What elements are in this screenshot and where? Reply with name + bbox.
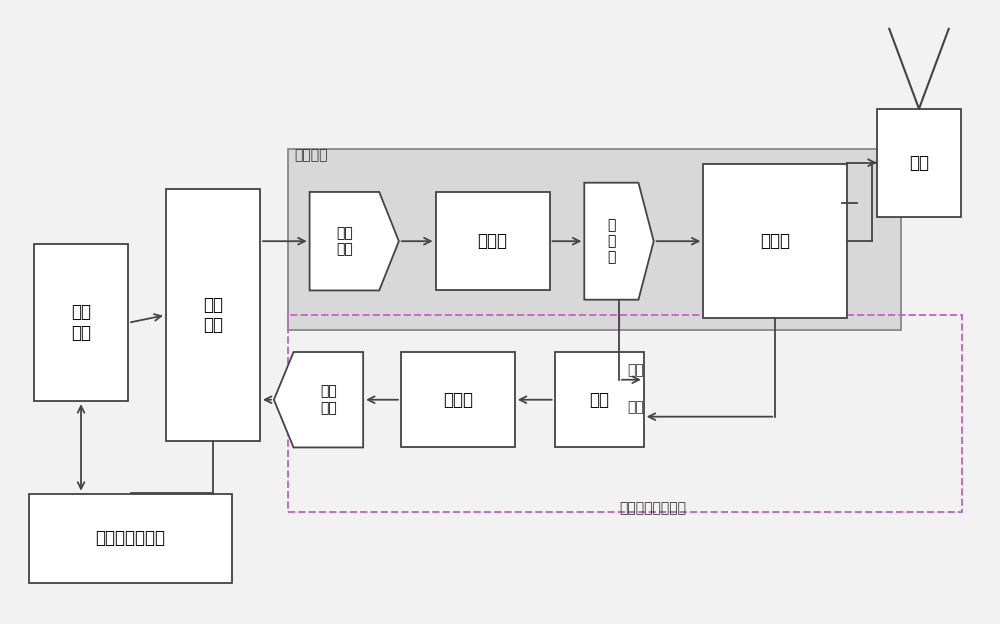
Polygon shape <box>274 352 363 447</box>
FancyBboxPatch shape <box>34 244 128 401</box>
Text: 数模
转换: 数模 转换 <box>336 226 353 256</box>
FancyBboxPatch shape <box>166 189 260 441</box>
Text: 控制
模块: 控制 模块 <box>71 303 91 342</box>
Text: 反馈: 反馈 <box>627 364 644 378</box>
Text: 混频器: 混频器 <box>443 391 473 409</box>
Text: 基带
模块: 基带 模块 <box>203 296 223 334</box>
FancyBboxPatch shape <box>29 494 232 583</box>
Polygon shape <box>584 183 654 300</box>
Text: 滤波器: 滤波器 <box>760 232 790 250</box>
Text: 开关: 开关 <box>589 391 609 409</box>
Text: 混频器: 混频器 <box>478 232 508 250</box>
FancyBboxPatch shape <box>401 352 515 447</box>
Text: 发射模块: 发射模块 <box>295 148 328 162</box>
Text: 反射: 反射 <box>627 401 644 414</box>
FancyBboxPatch shape <box>703 164 847 318</box>
Text: 反射系数获取模块: 反射系数获取模块 <box>619 501 686 515</box>
Polygon shape <box>310 192 399 290</box>
FancyBboxPatch shape <box>436 192 550 290</box>
FancyBboxPatch shape <box>555 352 644 447</box>
FancyBboxPatch shape <box>288 149 901 331</box>
Text: 天线: 天线 <box>909 154 929 172</box>
Text: 放
大
器: 放 大 器 <box>607 218 616 265</box>
Text: 模数
转换: 模数 转换 <box>320 384 337 415</box>
Text: 故障点判决模块: 故障点判决模块 <box>96 529 166 547</box>
FancyBboxPatch shape <box>877 109 961 217</box>
